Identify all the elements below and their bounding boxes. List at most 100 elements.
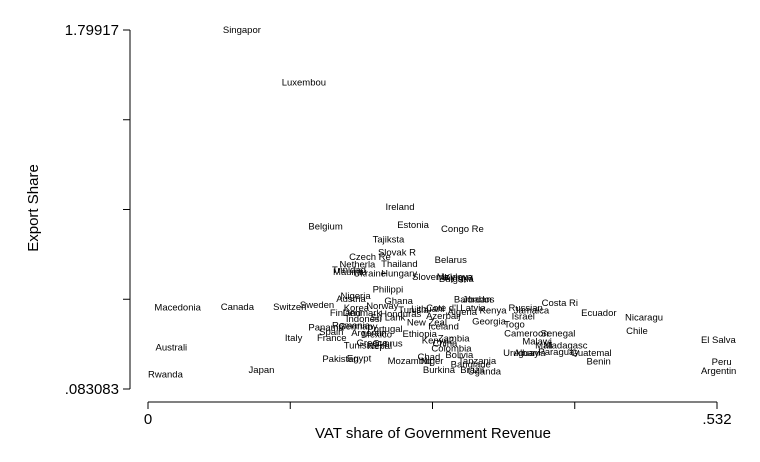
point-label: Kenya: [480, 306, 508, 317]
point-label: Algeria: [447, 307, 477, 318]
point-label: Pakistan: [322, 354, 358, 365]
point-label: Ethiopia: [403, 329, 438, 340]
point-label: New Zeal: [407, 318, 447, 329]
point-label: Egypt: [347, 353, 372, 364]
point-label: Indonesi: [346, 314, 382, 325]
point-label: Belgium: [308, 221, 342, 232]
point-label: Tunisia2: [344, 341, 380, 352]
point-label: Chad: [418, 352, 441, 363]
point-label: Uganda: [468, 367, 502, 378]
point-label: Thailand: [381, 259, 417, 270]
point-label: Mali: [535, 341, 552, 352]
point-label: China: [433, 338, 459, 349]
point-label: Iceland: [428, 321, 459, 332]
point-label: Greece: [357, 338, 388, 349]
point-label: Tanzania: [458, 356, 497, 367]
point-label: Banglade: [451, 360, 491, 371]
point-label: Ghana: [384, 296, 413, 307]
point-label: Japan: [249, 365, 275, 376]
point-label: Belarus: [435, 255, 467, 266]
point-label: Norway: [366, 301, 398, 312]
point-label: Kyrgyz: [444, 272, 473, 283]
y-tick-label-1: 1.79917: [65, 22, 119, 39]
point-label: Moldova: [437, 272, 474, 283]
point-label: Estonia: [397, 220, 429, 231]
point-label: Hungary: [381, 269, 417, 280]
point-label: Kenya2: [422, 335, 454, 346]
point-label: Jamaica: [514, 306, 550, 317]
point-label: Ecuador: [581, 308, 616, 319]
point-label: Canada: [221, 302, 255, 313]
point-label: Barbados: [454, 294, 495, 305]
point-label: Nepal: [367, 341, 392, 352]
point-label: Albania: [514, 348, 546, 359]
point-label: Zambia: [438, 334, 470, 345]
point-label: France: [317, 333, 347, 344]
point-label: Trinidad: [332, 265, 366, 276]
point-label: Togo: [504, 320, 525, 331]
point-label: Rwanda: [148, 370, 184, 381]
point-label: Spain: [319, 327, 343, 338]
point-label: Argentin: [701, 366, 736, 377]
point-label: Mauritiu: [333, 267, 367, 278]
point-label: Cameroon: [504, 328, 548, 339]
point-label: Malawi: [522, 337, 552, 348]
point-label: Portugal: [367, 324, 402, 335]
point-label: Honduras: [380, 309, 421, 320]
data-points: Singapor Luxembou Ireland Belgium Estonia Con…: [148, 25, 737, 381]
point-label: Latvia: [460, 303, 486, 314]
point-label: Senegal: [541, 328, 576, 339]
point-label: Ukraine: [353, 269, 386, 280]
point-label: Israel: [512, 312, 535, 323]
point-label: Panama: [308, 322, 344, 333]
point-label: Lithuani: [411, 304, 444, 315]
point-label: Argentin: [351, 328, 386, 339]
point-label: Austria: [336, 294, 366, 305]
axes: 0 .532 .083083 1.79917: [65, 22, 732, 428]
point-label: Colombia: [431, 343, 472, 354]
point-label: Bolivia: [445, 350, 474, 361]
x-axis-title: VAT share of Government Revenue: [315, 425, 551, 442]
point-label: Azerbaij: [426, 311, 460, 322]
point-label: Brazil: [460, 365, 484, 376]
point-label: Australi: [155, 342, 187, 353]
point-label: Madagasc: [544, 341, 588, 352]
point-label: Germany: [338, 322, 377, 333]
point-label: Cote d'I: [426, 303, 458, 314]
point-label: Guatemal: [570, 348, 611, 359]
point-label: Netherla: [339, 260, 376, 271]
point-label: Cyprus: [373, 339, 403, 350]
point-label: Tajiksta: [373, 235, 405, 246]
point-label: Paraguay: [538, 347, 579, 358]
point-label: Macedonia: [154, 303, 201, 314]
point-label: Benin: [587, 356, 611, 367]
point-label: Luxembou: [282, 78, 326, 89]
point-label: Finland: [330, 308, 361, 319]
point-label: Denmark: [343, 308, 382, 319]
point-label: Slovenia: [412, 272, 449, 283]
point-label: Singapor: [223, 25, 261, 36]
point-label: Slovak R: [378, 247, 416, 258]
point-label: Chile: [626, 326, 648, 337]
point-label: Switzerl: [273, 302, 306, 313]
point-label: Niger: [421, 356, 444, 367]
point-label: Philippi: [373, 284, 404, 295]
point-label: Costa Ri: [542, 298, 578, 309]
point-label: Mexico: [362, 330, 392, 341]
point-label: Georgia: [472, 317, 507, 328]
point-label: Nigeria: [341, 291, 372, 302]
point-label: Mozambiq: [388, 356, 432, 367]
point-label: Jordan: [462, 294, 491, 305]
point-label: Sri Lank: [370, 313, 405, 324]
point-label: Bulgaria: [439, 274, 475, 285]
point-label: Tunisia: [398, 305, 429, 316]
y-tick-label-0: .083083: [65, 381, 119, 398]
point-label: Czech Re: [349, 252, 391, 263]
point-label: Peru: [712, 357, 732, 368]
point-label: Russian: [508, 303, 542, 314]
point-label: Ireland: [385, 202, 414, 213]
point-label: Sweden: [300, 300, 334, 311]
point-label: Italy: [285, 333, 303, 344]
point-label: Congo Re: [441, 224, 484, 235]
